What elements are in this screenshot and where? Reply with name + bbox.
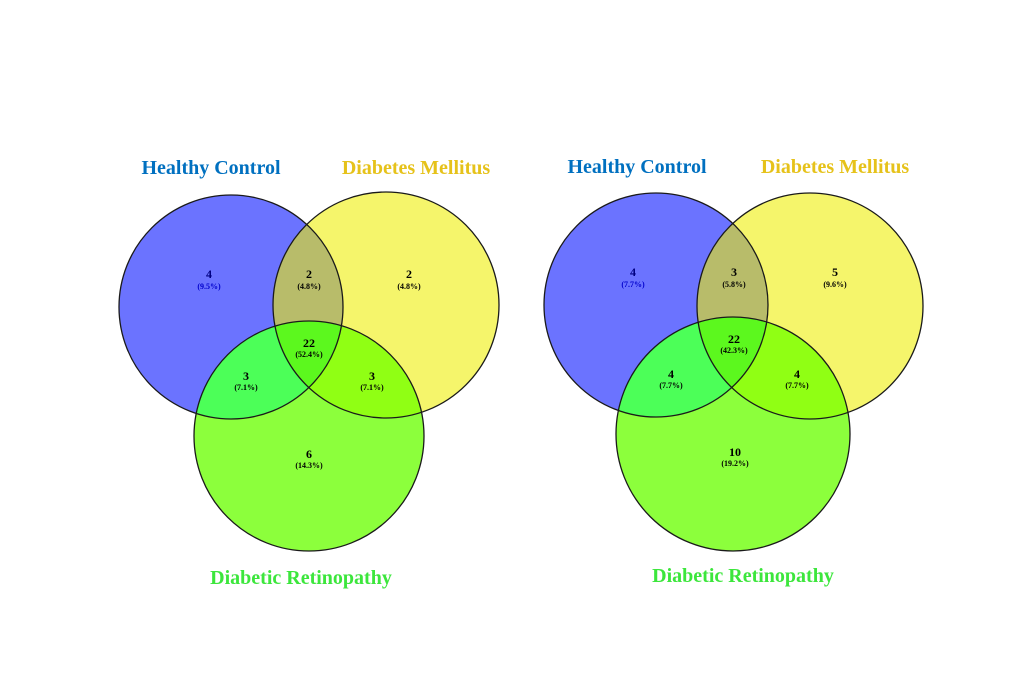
- region-hc-dm-count: 2: [306, 267, 312, 281]
- label-healthy-control: Healthy Control: [141, 157, 281, 179]
- region-dm-only-count: 5: [832, 265, 838, 279]
- region-dm-dr-count: 3: [369, 369, 375, 383]
- region-hc-dr-count: 3: [243, 369, 249, 383]
- region-hc-only-count: 4: [630, 265, 636, 279]
- overlap-hc-dr: [616, 317, 768, 417]
- label-diabetes-mellitus: Diabetes Mellitus: [761, 156, 910, 178]
- label-healthy-control: Healthy Control: [567, 156, 707, 178]
- overlap-dm-dr: [273, 321, 424, 418]
- region-dm-only-pct: (9.6%): [823, 280, 847, 289]
- label-diabetic-retinopathy: Diabetic Retinopathy: [652, 565, 834, 587]
- region-dr-only-pct: (19.2%): [721, 459, 749, 468]
- label-diabetes-mellitus: Diabetes Mellitus: [342, 157, 491, 179]
- region-all-count: 22: [728, 332, 740, 346]
- region-hc-dr-pct: (7.7%): [659, 381, 683, 390]
- region-hc-dr-pct: (7.1%): [234, 383, 258, 392]
- region-all-pct: (52.4%): [295, 350, 323, 359]
- region-dr-only-pct: (14.3%): [295, 461, 323, 470]
- region-dm-only-pct: (4.8%): [397, 282, 421, 291]
- region-dm-dr-pct: (7.7%): [785, 381, 809, 390]
- region-hc-only-pct: (9.5%): [197, 282, 221, 291]
- label-diabetic-retinopathy: Diabetic Retinopathy: [210, 567, 392, 589]
- region-dr-only-count: 10: [729, 445, 741, 459]
- region-hc-dm-pct: (5.8%): [722, 280, 746, 289]
- region-hc-only-count: 4: [206, 267, 212, 281]
- region-hc-dm-count: 3: [731, 265, 737, 279]
- venn-diagram-1: Healthy Control Diabetes Mellitus Diabet…: [118, 157, 500, 589]
- region-hc-only-pct: (7.7%): [621, 280, 645, 289]
- region-hc-dr-count: 4: [668, 367, 674, 381]
- region-all-pct: (42.3%): [720, 346, 748, 355]
- venn-diagram-2: Healthy Control Diabetes Mellitus Diabet…: [543, 156, 924, 587]
- region-dr-only-count: 6: [306, 447, 312, 461]
- region-dm-dr-count: 4: [794, 367, 800, 381]
- region-dm-only-count: 2: [406, 267, 412, 281]
- overlap-dm-dr: [697, 317, 850, 419]
- region-all-count: 22: [303, 336, 315, 350]
- overlap-hc-dr: [194, 321, 343, 419]
- region-dm-dr-pct: (7.1%): [360, 383, 384, 392]
- region-hc-dm-pct: (4.8%): [297, 282, 321, 291]
